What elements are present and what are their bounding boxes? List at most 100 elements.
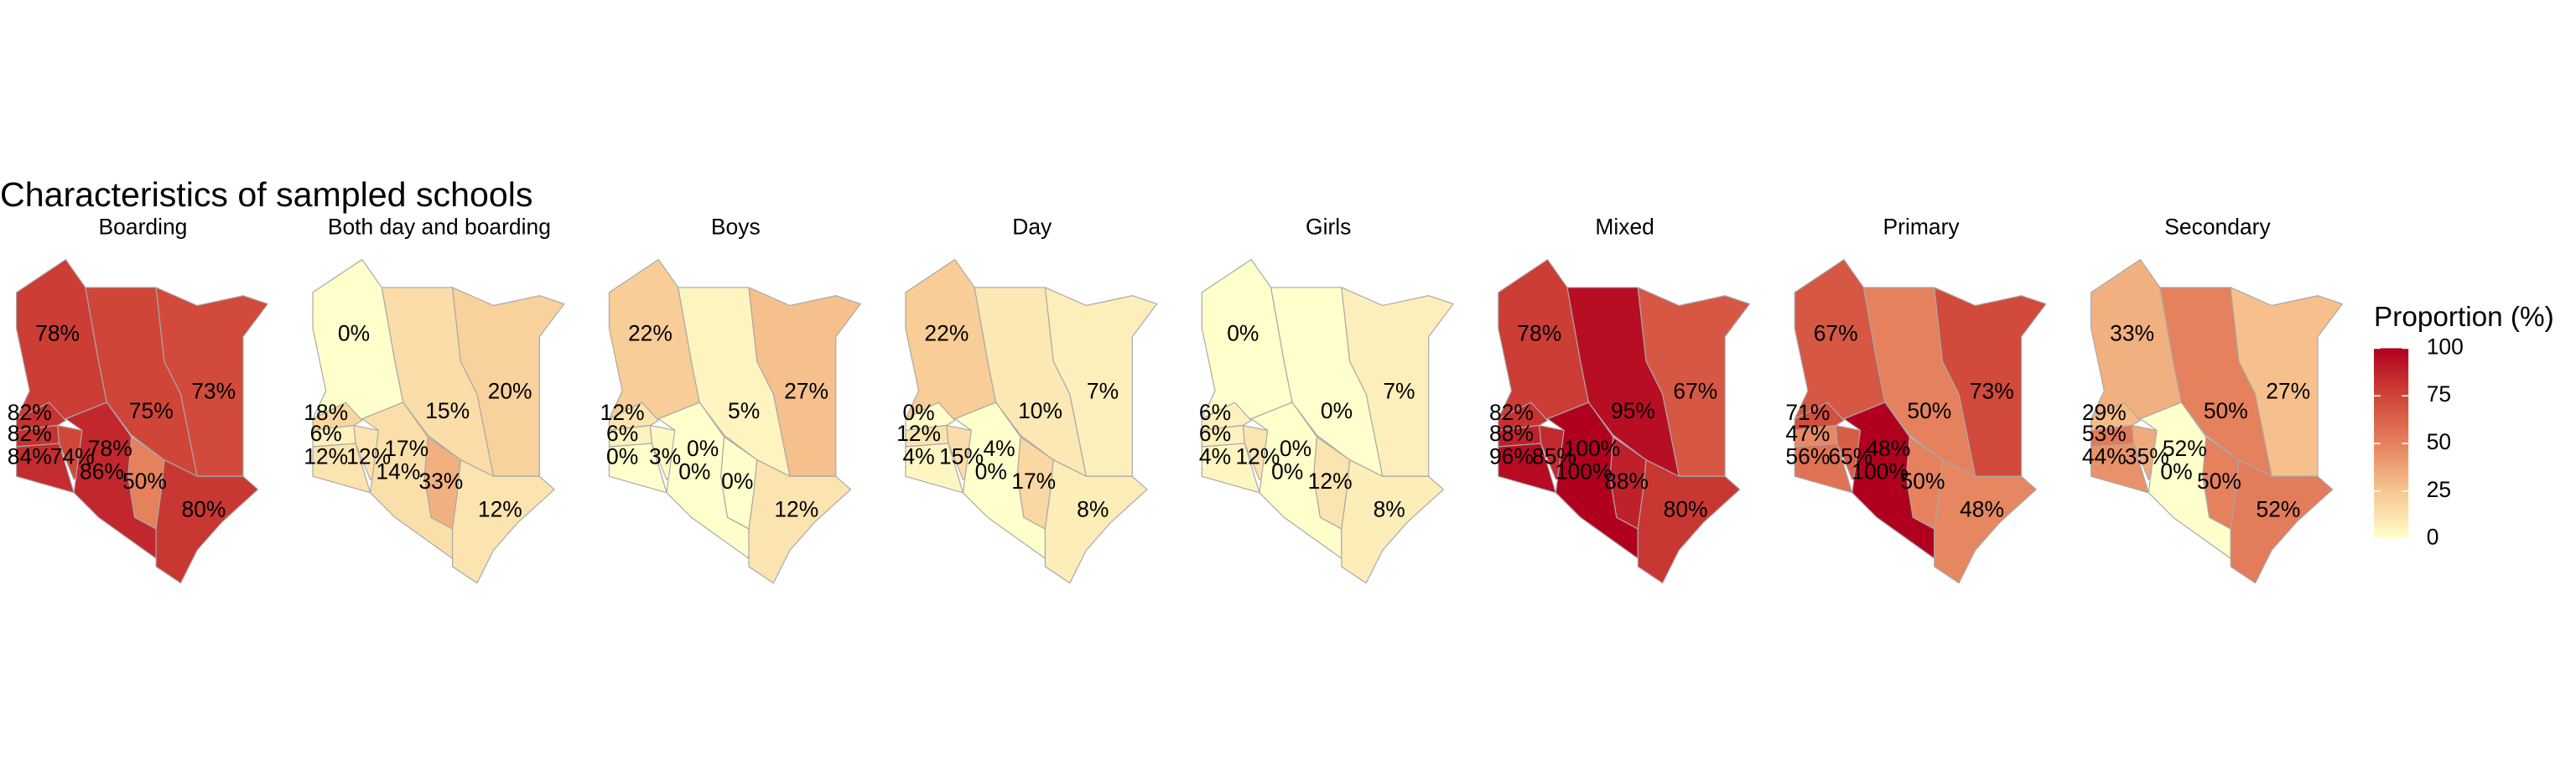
region-label: 84% [8,444,52,469]
region-label: 0% [2160,459,2192,484]
region-label: 67% [1814,321,1858,346]
region-label: 22% [628,321,673,346]
region-label: 71% [1785,400,1830,425]
region [2230,287,2343,477]
region-label: 12% [600,400,645,425]
region-label: 82% [8,400,52,425]
region [1934,287,2047,477]
region-label: 6% [1199,421,1231,446]
panel-title: Girls [1306,214,1351,239]
region-label: 0% [1271,459,1303,484]
region-label: 53% [2082,421,2127,446]
region-label: 50% [1901,469,1945,494]
region-label: 6% [606,421,638,446]
region-label: 12% [774,496,818,521]
region-label: 7% [1087,378,1119,403]
region [451,459,555,584]
region-label: 67% [1673,378,1717,403]
region-label: 88% [1604,469,1649,494]
region [155,459,259,584]
region-label: 0% [1227,321,1259,346]
region-label: 100% [1555,459,1613,484]
region [1934,459,2037,584]
panel-title: Secondary [2164,214,2271,239]
map-panel: 22%12%6%0% 3% 0%5%27%0% 0%12% [600,259,861,584]
region-label: 4% [983,436,1015,461]
region [1341,459,1444,584]
region-label: 73% [1970,378,2014,403]
region-label: 75% [129,398,174,423]
region-label: 0% [975,459,1007,484]
region-label: 17% [1011,469,1056,494]
region-label: 0% [1280,436,1311,461]
region [312,402,363,431]
region-label: 74% [50,444,95,469]
legend-title: Proportion (%) [2374,302,2554,333]
region [608,402,659,431]
region-label: 8% [1077,496,1109,521]
region [1044,287,1158,477]
region-label: 14% [376,459,420,484]
region [1794,402,1845,431]
panel-title: Day [1012,214,1052,239]
region [1201,402,1252,431]
region [1498,402,1549,431]
panel-title: Boarding [99,214,188,239]
region-label: 80% [181,496,226,521]
region-label: 12% [1308,469,1353,494]
panel-title: Boys [711,214,761,239]
region-label: 5% [728,398,760,423]
region-label: 78% [35,321,80,346]
legend-tick-label: 75 [2427,381,2451,407]
region-label: 7% [1383,378,1415,403]
region-label: 50% [2197,469,2241,494]
map-panel: 78%82%82%84%74%78%75%73%86%50%80% [8,259,268,584]
region [451,287,565,477]
region-label: 50% [2204,398,2248,423]
region-label: 10% [1018,398,1062,423]
region-label: 35% [2125,444,2169,469]
panel-title: Both day and boarding [328,214,551,239]
region-label: 95% [1611,398,1655,423]
region-label: 100% [1852,459,1909,484]
region-label: 82% [8,421,52,446]
map-panel: 22%0%12%4% 15% 4%10%7%0% 17%8% [896,259,1158,584]
region-label: 29% [2082,400,2127,425]
region [748,287,861,477]
region-label: 88% [1489,421,1534,446]
region-label: 27% [784,378,828,403]
region-label: 12% [346,444,391,469]
region [1044,459,1148,584]
chart-title: Characteristics of sampled schools [0,175,532,214]
region-label: 22% [924,321,969,346]
legend-tick-label: 100 [2427,334,2464,359]
legend-tick-label: 50 [2427,429,2451,454]
region-label: 100% [1564,436,1621,461]
map-panel: 67%71%47%56%65%48%50%73%100%50%48% [1785,259,2047,584]
region-label: 85% [1532,444,1576,469]
region-label: 78% [88,436,132,461]
region-label: 0% [338,321,370,346]
region-label: 12% [1235,444,1280,469]
region-label: 52% [2163,436,2207,461]
region-label: 20% [488,378,532,403]
region-label: 12% [896,421,941,446]
region-label: 48% [1960,496,2004,521]
region-label: 78% [1517,321,1561,346]
region [155,287,268,477]
map-panel: 33%29%53%44%35%52%50%27%0% 50%52% [2082,259,2343,584]
region-label: 44% [2082,444,2127,469]
region-label: 0% [1321,398,1353,423]
region [1637,287,1751,477]
region [16,402,66,431]
region-label: 56% [1785,444,1830,469]
region [1637,459,1741,584]
region [2090,402,2142,431]
region [905,402,956,431]
region-label: 65% [1828,444,1872,469]
region-label: 80% [1664,496,1708,521]
region-label: 96% [1489,444,1534,469]
region-label: 0% [687,436,719,461]
region-label: 18% [304,400,348,425]
region-label: 8% [1374,496,1405,521]
